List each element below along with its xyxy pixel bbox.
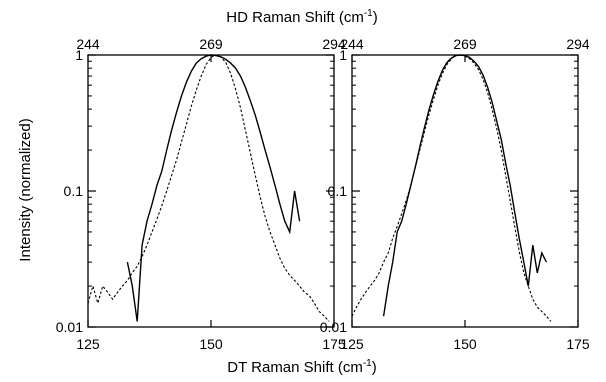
x-bottom-tick-label: 150 [199,336,223,352]
y-tick-label: 0.01 [320,319,347,335]
series-dashed-line [87,54,330,322]
bottom-axis-label: DT Raman Shift (cm-1) [227,358,377,376]
x-bottom-tick-label: 125 [340,336,364,352]
x-bottom-tick-label: 150 [453,336,477,352]
series-solid-line [126,54,301,322]
y-tick-label: 1 [75,47,83,63]
panels: 0.01 0.1 1 125 150 175 244 269 294 0.01 0.1 1 125 150… [56,36,590,352]
x-bottom-tick-label: 125 [76,336,100,352]
y-axis-label: Intensity (normalized) [17,118,34,261]
y-tick-label: 0.1 [64,183,84,199]
y-tick-label: 0.1 [328,183,348,199]
panel-1: 0.01 0.1 1 125 150 175 244 269 294 [56,36,346,352]
series-dashed-line [351,54,552,322]
y-tick-label: 1 [339,47,347,63]
panel-2: 0.01 0.1 1 125 150 175 244 269 294 [320,36,590,352]
top-axis-label: HD Raman Shift (cm-1) [226,8,377,26]
x-top-tick-label: 269 [453,36,477,52]
x-top-tick-label: 269 [199,36,223,52]
series-solid-line [382,54,548,317]
y-tick-label: 0.01 [56,319,83,335]
x-top-tick-label: 244 [340,36,364,52]
x-bottom-tick-label: 175 [566,336,590,352]
plot-frame [87,54,335,328]
x-top-tick-label: 294 [322,36,346,52]
plot-frame [351,54,579,328]
x-top-tick-label: 244 [76,36,100,52]
x-top-tick-label: 294 [566,36,590,52]
x-bottom-tick-label: 175 [322,336,346,352]
